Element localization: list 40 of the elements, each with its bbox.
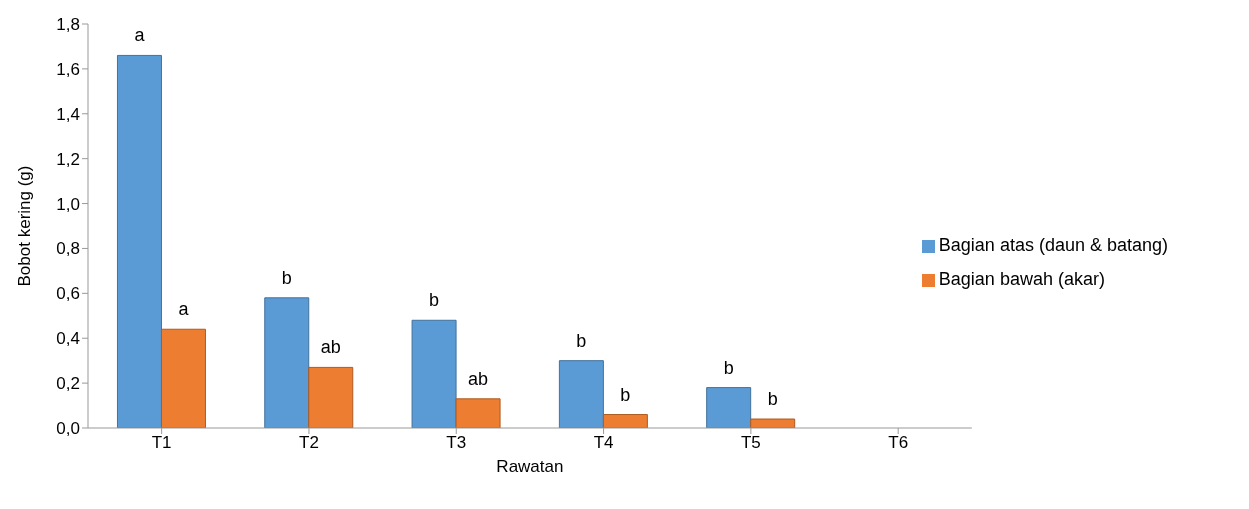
bar bbox=[264, 297, 310, 428]
legend-label: Bagian atas (daun & batang) bbox=[938, 235, 1168, 255]
bar bbox=[750, 418, 796, 428]
bar bbox=[160, 328, 206, 428]
y-tick-label: 0,8 bbox=[56, 239, 80, 259]
annotation: b bbox=[429, 290, 440, 311]
x-tick-label: T4 bbox=[593, 433, 614, 453]
y-tick-label: 1,0 bbox=[56, 194, 80, 214]
annotation: ab bbox=[320, 337, 341, 358]
y-tick-label: 1,4 bbox=[56, 104, 80, 124]
y-tick-label: 0,6 bbox=[56, 284, 80, 304]
x-tick-label: T2 bbox=[299, 433, 319, 453]
bar bbox=[706, 387, 752, 428]
annotation: b bbox=[576, 330, 587, 351]
y-tick-label: 1,8 bbox=[56, 15, 80, 35]
bar bbox=[602, 414, 648, 428]
x-tick-label: T6 bbox=[888, 433, 909, 453]
x-tick-label: T3 bbox=[446, 433, 467, 453]
bar bbox=[455, 398, 501, 428]
annotation: b bbox=[620, 384, 631, 405]
y-tick-label: 0,2 bbox=[56, 374, 80, 394]
annotation: a bbox=[178, 299, 190, 320]
y-axis-title: Bobot kering (g) bbox=[15, 165, 35, 287]
annotation: a bbox=[134, 25, 146, 46]
bar bbox=[116, 54, 162, 428]
bar bbox=[411, 319, 457, 428]
annotation: ab bbox=[468, 368, 489, 389]
y-tick-label: 1,2 bbox=[56, 149, 80, 169]
x-axis-title: Rawatan bbox=[496, 457, 564, 476]
x-tick-label: T1 bbox=[151, 433, 172, 453]
bar bbox=[558, 360, 604, 428]
annotation: b bbox=[281, 267, 292, 288]
annotation: b bbox=[723, 357, 734, 378]
y-tick-label: 1,6 bbox=[56, 59, 80, 79]
annotation: b bbox=[767, 389, 778, 410]
y-tick-label: 0,0 bbox=[56, 419, 80, 439]
bar bbox=[308, 366, 354, 428]
x-tick-label: T5 bbox=[740, 433, 761, 453]
y-tick-label: 0,4 bbox=[56, 329, 80, 349]
legend-label: Bagian bawah (akar) bbox=[938, 269, 1105, 289]
